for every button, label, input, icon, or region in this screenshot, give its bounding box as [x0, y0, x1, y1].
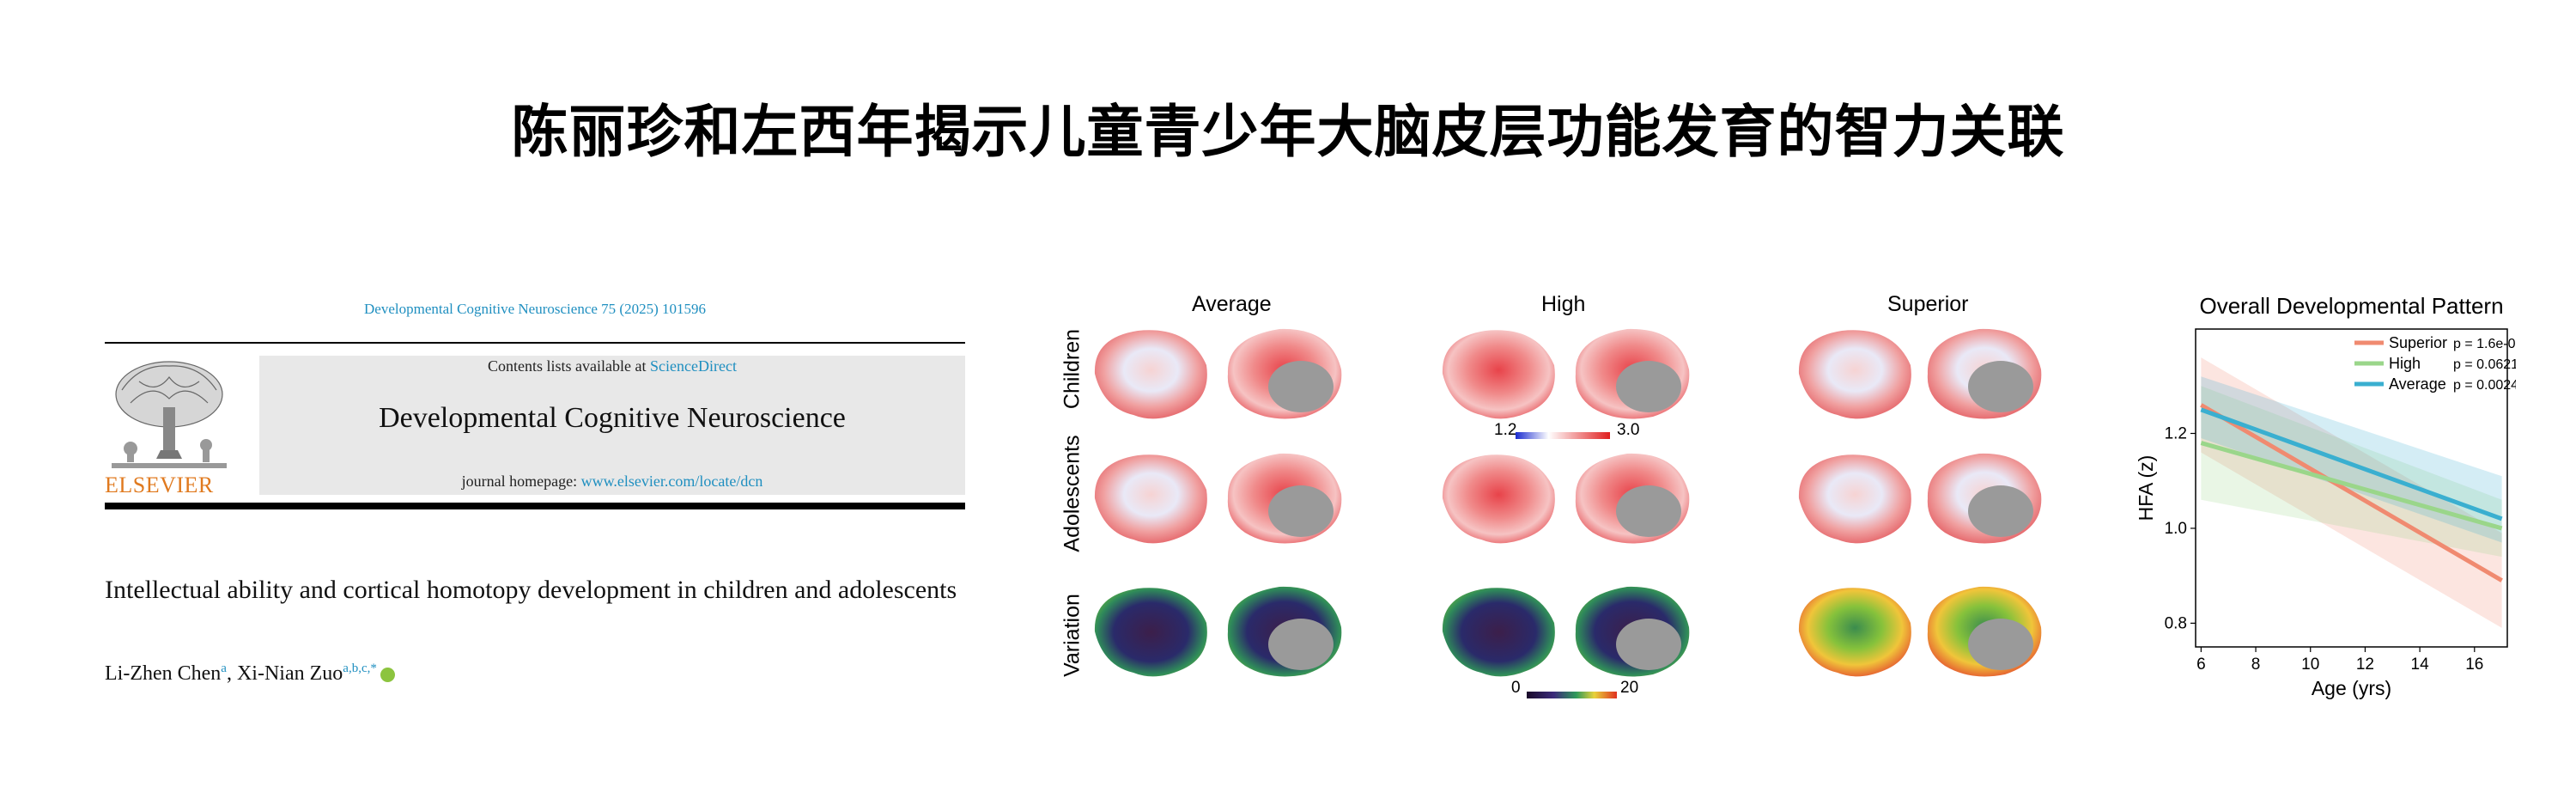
divider-bottom	[105, 503, 965, 509]
homepage-link[interactable]: www.elsevier.com/locate/dcn	[580, 473, 763, 490]
brain-lateral-adolescents-high	[1442, 454, 1555, 544]
headline: 陈丽珍和左西年揭示儿童青少年大脑皮层功能发育的智力关联	[511, 99, 2065, 165]
brain-lateral-variation-superior	[1798, 588, 1911, 677]
ci-band-average	[2201, 376, 2502, 543]
elsevier-tree-logo-icon	[105, 356, 251, 493]
brain-medial-adolescents-average	[1227, 453, 1342, 544]
x-tick-label: 10	[2301, 656, 2319, 674]
y-tick-label: 0.8	[2165, 614, 2187, 632]
brain-medial-variation-superior	[1927, 586, 2042, 677]
colorbar-var-min: 0	[1511, 679, 1521, 697]
x-tick-label: 14	[2411, 656, 2430, 674]
homepage-prefix: journal homepage:	[461, 473, 581, 490]
y-tick-label: 1.0	[2165, 520, 2187, 538]
column-header: Superior	[1887, 292, 1969, 316]
ci-band-high	[2201, 386, 2502, 558]
colorbar-variation	[1527, 692, 1617, 698]
legend-pvalue-high: p = 0.0621	[2453, 357, 2516, 372]
colorbar-hfa-min: 1.2	[1494, 421, 1517, 439]
brain-lateral-variation-average	[1094, 588, 1207, 677]
journal-citation[interactable]: Developmental Cognitive Neuroscience 75 …	[364, 301, 706, 317]
legend-label-average: Average	[2389, 375, 2446, 393]
legend-pvalue-superior: p = 1.6e-05	[2453, 337, 2516, 351]
plot-frame	[2195, 328, 2508, 648]
x-tick-label: 6	[2196, 656, 2206, 674]
x-tick-label: 8	[2251, 656, 2261, 674]
brain-lateral-children-superior	[1798, 330, 1911, 419]
y-axis-label: HFA (z)	[2135, 455, 2157, 521]
author-name[interactable]: Li-Zhen Chen	[105, 662, 222, 685]
brain-medial-variation-average	[1227, 586, 1342, 677]
chart-title: Overall Developmental Pattern	[2199, 293, 2503, 319]
affiliation-marker[interactable]: a,b,c,*	[343, 662, 377, 675]
brain-medial-adolescents-superior	[1927, 453, 2042, 544]
sciencedirect-link[interactable]: ScienceDirect	[650, 357, 737, 375]
brain-lateral-children-average	[1094, 330, 1207, 419]
legend-label-high: High	[2389, 355, 2421, 372]
divider-top	[105, 342, 965, 344]
contents-line: Contents lists available at ScienceDirec…	[259, 357, 965, 375]
colorbar-var-max: 20	[1620, 679, 1639, 697]
brain-lateral-variation-high	[1442, 588, 1555, 677]
column-header: High	[1541, 292, 1586, 316]
x-tick-label: 12	[2356, 656, 2374, 674]
colorbar-hfa-max: 3.0	[1617, 421, 1640, 439]
series-line-superior	[2200, 403, 2503, 582]
brain-lateral-adolescents-superior	[1798, 454, 1911, 544]
brain-medial-adolescents-high	[1575, 453, 1690, 544]
legend-pvalue-average: p = 0.0024	[2453, 378, 2516, 393]
brain-medial-children-superior	[1927, 328, 2042, 419]
brain-medial-variation-high	[1575, 586, 1690, 677]
x-axis-label: Age (yrs)	[2312, 677, 2391, 699]
publisher-name: ELSEVIER	[105, 473, 214, 497]
contents-prefix: Contents lists available at	[488, 357, 650, 375]
brain-medial-children-average	[1227, 328, 1342, 419]
affiliation-marker[interactable]: a	[221, 662, 227, 675]
brain-lateral-adolescents-average	[1094, 454, 1207, 544]
author-separator: ,	[226, 662, 237, 685]
author-name[interactable]: Xi-Nian Zuo	[236, 662, 343, 685]
row-label: Variation	[1060, 594, 1084, 677]
journal-name: Developmental Cognitive Neuroscience	[379, 402, 846, 434]
orcid-icon[interactable]	[380, 667, 395, 682]
legend-label-superior: Superior	[2389, 334, 2447, 351]
column-header: Average	[1192, 292, 1272, 316]
brain-medial-children-high	[1575, 328, 1690, 419]
journal-banner	[259, 356, 965, 495]
series-line-average	[2200, 407, 2503, 521]
article-title: Intellectual ability and cortical homoto…	[105, 576, 957, 604]
y-tick-label: 1.2	[2165, 424, 2187, 442]
author-list: Li-Zhen Chena, Xi-Nian Zuoa,b,c,*	[105, 662, 965, 686]
colorbar-hfa	[1516, 432, 1610, 439]
brain-lateral-children-high	[1442, 330, 1555, 419]
x-tick-label: 16	[2465, 656, 2483, 674]
homepage-line: journal homepage: www.elsevier.com/locat…	[259, 473, 965, 491]
series-line-high	[2200, 441, 2503, 531]
developmental-pattern-chart: Overall Developmental Pattern 6 8 10 12 14 16 0…	[2135, 293, 2516, 699]
brain-map-figure: Average High Superior Children Adolescen…	[1052, 284, 2048, 698]
